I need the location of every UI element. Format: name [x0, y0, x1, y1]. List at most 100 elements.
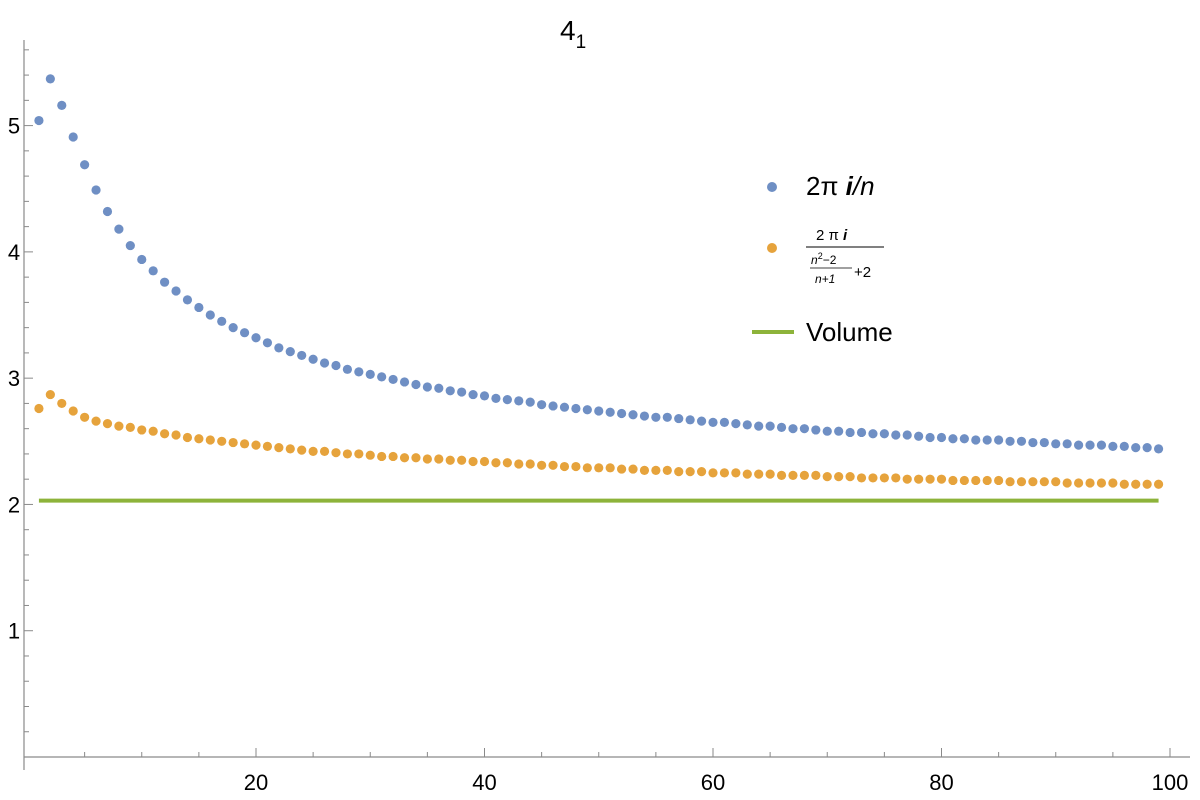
x-tick-labels: 20 40 60 80 100 [244, 770, 1189, 795]
orange-point [994, 475, 1004, 486]
blue-point [388, 374, 398, 385]
series-orange-points [34, 389, 1164, 489]
blue-point [479, 391, 490, 401]
orange-point [617, 464, 627, 474]
blue-point [171, 286, 181, 296]
blue-point [708, 417, 718, 427]
chart-title-main: 4 [560, 15, 576, 46]
blue-point [342, 364, 352, 374]
blue-point [834, 426, 844, 436]
legend-volume-label: Volume [806, 317, 893, 347]
orange-point [628, 464, 638, 474]
orange-point [1051, 477, 1061, 487]
blue-point [879, 429, 889, 439]
blue-point [137, 254, 147, 265]
orange-point [479, 456, 490, 467]
blue-point [1096, 440, 1107, 450]
orange-point [696, 467, 707, 477]
orange-point [365, 450, 375, 460]
orange-point [34, 403, 44, 414]
orange-point [262, 441, 273, 451]
orange-point [971, 475, 981, 486]
orange-point [45, 389, 55, 400]
blue-point [45, 74, 55, 84]
blue-point [617, 408, 627, 419]
legend-orange-numerator: 2 π i [816, 227, 848, 244]
legend-blue-label: 2π i/n [806, 171, 875, 201]
orange-point [1131, 479, 1141, 489]
blue-point [457, 387, 467, 397]
orange-point [1119, 479, 1129, 489]
blue-point [80, 160, 90, 170]
blue-point [925, 432, 935, 443]
legend: 2π i/n 2 π i n2−2 n+1 +2 Volume [752, 171, 893, 347]
blue-point [377, 372, 387, 382]
orange-point [160, 429, 170, 439]
blue-point [468, 389, 478, 400]
blue-point [217, 316, 227, 326]
blue-point [994, 435, 1004, 445]
blue-point [628, 410, 638, 420]
orange-point [914, 474, 924, 484]
y-tick-label: 2 [8, 492, 20, 517]
blue-point [1039, 437, 1049, 448]
blue-point [856, 427, 867, 438]
orange-point [91, 416, 101, 426]
orange-point [525, 459, 535, 469]
legend-orange-num-imag: i [843, 227, 848, 244]
orange-point [1062, 478, 1072, 488]
orange-point [879, 473, 889, 483]
y-ticks [24, 49, 33, 733]
orange-point [822, 472, 832, 482]
blue-point [262, 338, 273, 348]
orange-point [1074, 478, 1084, 488]
orange-point [1108, 478, 1118, 488]
blue-point [308, 354, 318, 364]
legend-entry-blue: 2π i/n [767, 171, 875, 201]
blue-point [354, 367, 364, 377]
blue-point [811, 425, 821, 435]
orange-point [788, 470, 798, 480]
orange-point [274, 443, 284, 453]
orange-point [685, 467, 695, 477]
blue-point [411, 379, 421, 390]
orange-point [708, 468, 718, 478]
blue-point [365, 369, 375, 379]
blue-point [982, 435, 992, 445]
orange-point [571, 461, 581, 472]
blue-point [902, 430, 912, 440]
orange-point [1085, 478, 1095, 488]
blue-point [1062, 439, 1072, 449]
orange-point [445, 455, 455, 465]
orange-point [319, 446, 330, 457]
x-tick-label: 40 [472, 770, 496, 795]
blue-point [719, 417, 730, 427]
blue-point [559, 402, 570, 412]
blue-point [525, 397, 535, 407]
orange-point [217, 436, 227, 446]
orange-point [834, 472, 844, 482]
blue-point [948, 434, 958, 444]
orange-point [1142, 479, 1152, 489]
orange-point [651, 465, 661, 475]
blue-point [776, 422, 787, 433]
chart-title-subscript: 1 [576, 32, 587, 53]
orange-point [228, 437, 238, 448]
orange-point [297, 445, 307, 455]
orange-point [674, 467, 684, 477]
orange-point [251, 440, 261, 450]
legend-orange-marker [767, 243, 777, 253]
orange-point [537, 460, 547, 470]
orange-point [388, 451, 398, 462]
legend-entry-orange: 2 π i n2−2 n+1 +2 [767, 227, 884, 286]
y-tick-label: 3 [8, 366, 20, 391]
orange-point [982, 475, 992, 486]
orange-point [80, 412, 90, 422]
legend-orange-den-numerator: n2−2 [811, 251, 837, 267]
x-tick-label: 100 [1152, 770, 1189, 795]
orange-point [959, 475, 969, 486]
blue-point [91, 185, 101, 195]
orange-point [902, 474, 912, 484]
y-tick-labels: 1 2 3 4 5 [8, 114, 20, 644]
blue-point [331, 360, 341, 371]
